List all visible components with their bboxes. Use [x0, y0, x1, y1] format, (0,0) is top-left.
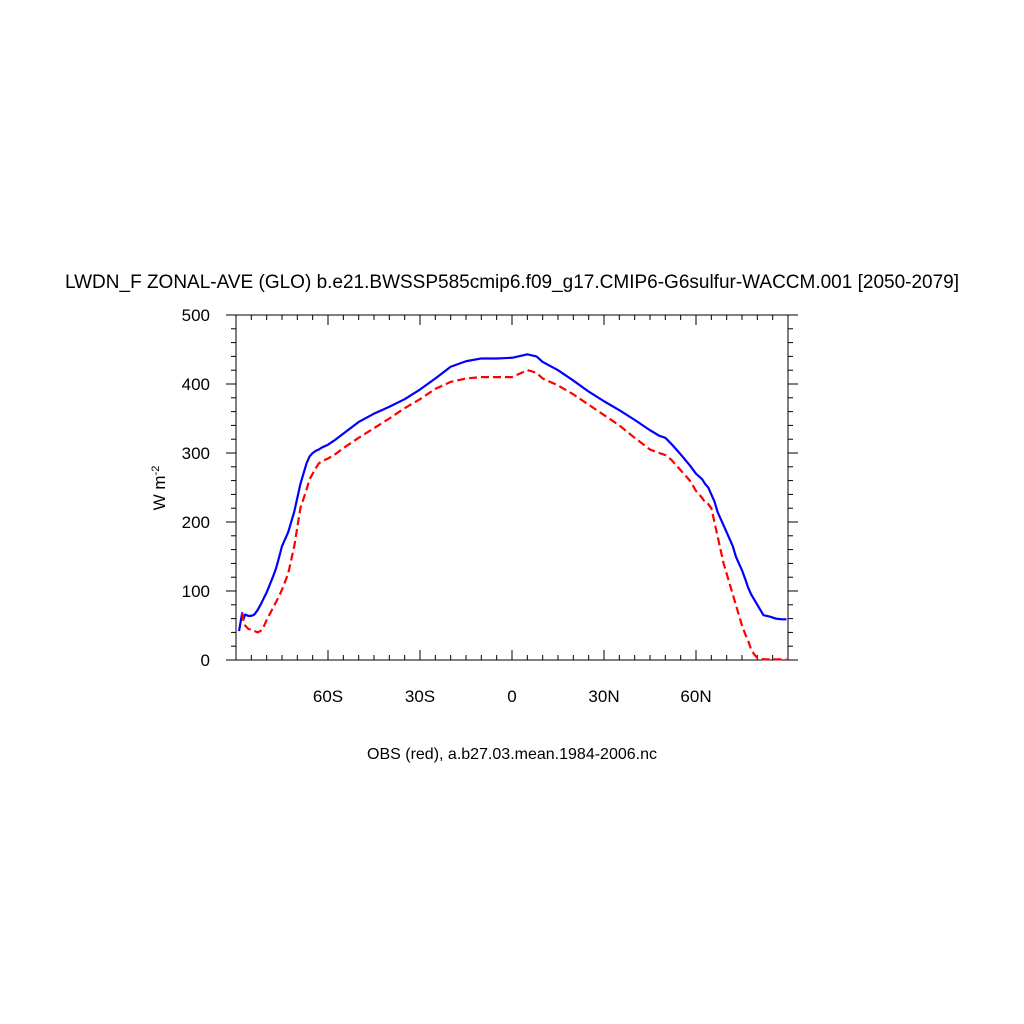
- y-tick-label: 100: [182, 582, 210, 601]
- chart-caption: OBS (red), a.b27.03.mean.1984-2006.nc: [367, 746, 657, 763]
- chart-title: LWDN_F ZONAL-AVE (GLO) b.e21.BWSSP585cmi…: [65, 272, 959, 293]
- y-axis-label-main: W m: [150, 475, 169, 510]
- x-tick-label: 30N: [588, 687, 619, 706]
- y-axis-label: W m-2: [150, 466, 169, 511]
- obs-series-line: [241, 369, 787, 661]
- x-tick-label: 30S: [405, 687, 435, 706]
- model-series-line: [237, 353, 787, 632]
- y-tick-label: 200: [182, 513, 210, 532]
- x-tick-label: 0: [507, 687, 516, 706]
- y-tick-label: 300: [182, 444, 210, 463]
- plot-area: 60S 30S 0 30N 60N 0 100 200 300 400 500: [182, 306, 798, 706]
- x-tick-label: 60S: [313, 687, 343, 706]
- x-tick-label: 60N: [680, 687, 711, 706]
- y-tick-label: 400: [182, 375, 210, 394]
- y-tick-label: 500: [182, 306, 210, 325]
- y-axis-label-superscript: -2: [150, 466, 162, 476]
- y-tick-label: 0: [201, 651, 210, 670]
